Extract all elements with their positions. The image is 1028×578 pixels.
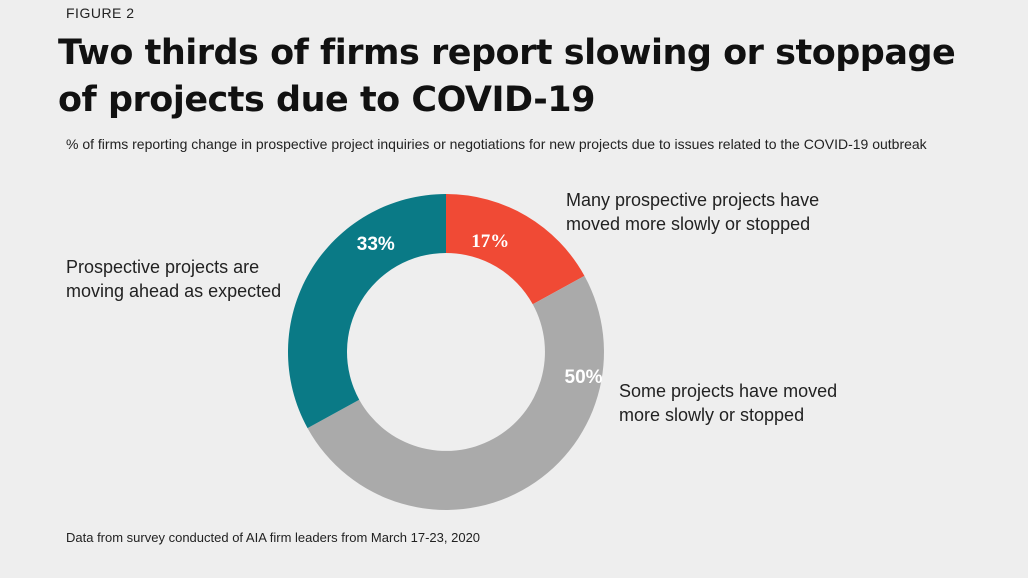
callout-slowed-or-stopped-many: Many prospective projects have moved mor… bbox=[566, 190, 820, 234]
chart-title: Two thirds of firms report slowing or st… bbox=[58, 33, 956, 120]
source-footnote: Data from survey conducted of AIA firm l… bbox=[66, 530, 481, 545]
slice-some-slowed bbox=[307, 275, 604, 510]
percent-label-many-slowed: 17% bbox=[471, 231, 509, 252]
figure-label: FIGURE 2 bbox=[66, 5, 135, 21]
chart-subtitle: % of firms reporting change in prospecti… bbox=[66, 136, 927, 152]
percent-label-moving-ahead: 33% bbox=[357, 234, 395, 255]
percent-label-some-slowed: 50% bbox=[565, 367, 603, 388]
callout-slowed-or-stopped-some: Some projects have moved more slowly or … bbox=[619, 381, 838, 425]
slice-moving-ahead bbox=[288, 194, 446, 429]
slice-many-slowed bbox=[446, 194, 585, 305]
callout-moving-ahead: Prospective projects are moving ahead as… bbox=[66, 257, 282, 301]
